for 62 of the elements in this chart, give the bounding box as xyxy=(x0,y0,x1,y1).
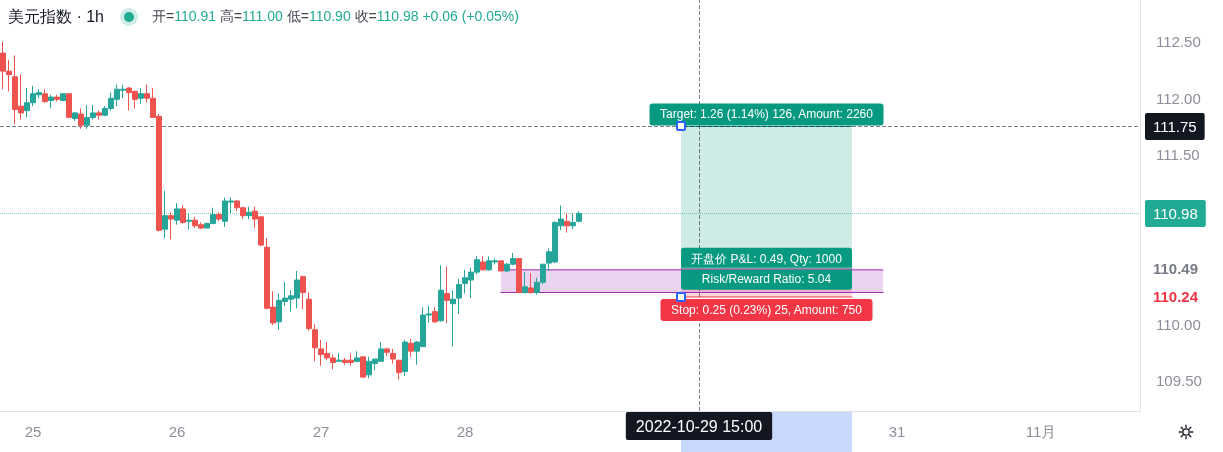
annotation: Stop: 0.25 (0.23%) 25, Amount: 750 xyxy=(671,302,863,317)
candlestick xyxy=(498,260,504,272)
candlestick xyxy=(444,265,450,324)
x-tick-label: 11月 xyxy=(1025,423,1057,440)
y-tick-label: 111.50 xyxy=(1156,146,1200,164)
candlestick xyxy=(306,291,312,332)
candlestick xyxy=(54,94,60,103)
y-tick-label: 112.50 xyxy=(1156,33,1201,51)
candlestick xyxy=(576,210,582,223)
y-tick-label: 110.00 xyxy=(1156,315,1201,333)
text: 110.49 xyxy=(1153,260,1199,278)
candlestick xyxy=(360,356,366,378)
candlestick xyxy=(168,211,174,240)
candlestick xyxy=(312,323,318,362)
x-tick-label: 27 xyxy=(312,423,330,440)
candlestick xyxy=(456,278,462,315)
candlestick xyxy=(408,338,414,358)
candlestick xyxy=(480,255,486,272)
candlestick xyxy=(528,272,534,295)
candlestick xyxy=(432,306,438,324)
candlestick xyxy=(336,352,342,362)
candlestick xyxy=(48,94,54,109)
candlestick xyxy=(570,212,576,230)
candlestick xyxy=(174,202,180,226)
candlestick xyxy=(396,359,402,380)
x-tick-label: 26 xyxy=(168,423,186,440)
candlestick xyxy=(60,93,66,101)
candlestick xyxy=(300,275,306,310)
annotation: 开盘价 P&L: 0.49, Qty: 1000 xyxy=(691,251,843,266)
candlestick xyxy=(96,110,102,121)
ref-line-label: 110.98 xyxy=(1153,204,1198,222)
text: 开=110.91 高=111.00 低=110.90 收=110.98 +0.06 (+0.05%) xyxy=(152,8,519,24)
chart-title: 美元指数 · 1h xyxy=(8,6,105,27)
annotation: Risk/Reward Ratio: 5.04 xyxy=(701,271,832,286)
y-tick-label: 109.50 xyxy=(1156,372,1202,390)
ref-line-label: 2022-10-29 15:00 xyxy=(635,417,763,435)
candlestick xyxy=(138,87,144,105)
candlestick xyxy=(390,348,396,365)
candlestick xyxy=(186,212,192,230)
candlestick xyxy=(384,347,390,357)
candlestick xyxy=(246,206,252,220)
candlestick xyxy=(354,350,360,363)
x-tick-label: 25 xyxy=(24,423,42,440)
candlestick xyxy=(450,289,456,348)
candlestick xyxy=(78,107,84,130)
annotation: Target: 1.26 (1.14%) 126, Amount: 2260 xyxy=(660,107,874,122)
candlestick xyxy=(180,205,186,225)
candlestick xyxy=(516,258,522,293)
candlestick xyxy=(402,339,408,377)
ref-line-label: 111.75 xyxy=(1153,117,1197,135)
y-tick-label: 112.00 xyxy=(1156,89,1201,107)
x-tick-label: 31 xyxy=(888,423,906,440)
text: 110.24 xyxy=(1153,288,1199,306)
candlestick xyxy=(216,211,222,222)
candlestick xyxy=(564,212,570,234)
candlestick xyxy=(42,88,48,104)
candlestick xyxy=(438,264,444,323)
candlestick xyxy=(162,190,168,239)
x-tick-label: 28 xyxy=(456,423,474,440)
candlestick xyxy=(66,93,72,118)
candlestick xyxy=(522,271,528,295)
candlestick xyxy=(72,111,78,122)
